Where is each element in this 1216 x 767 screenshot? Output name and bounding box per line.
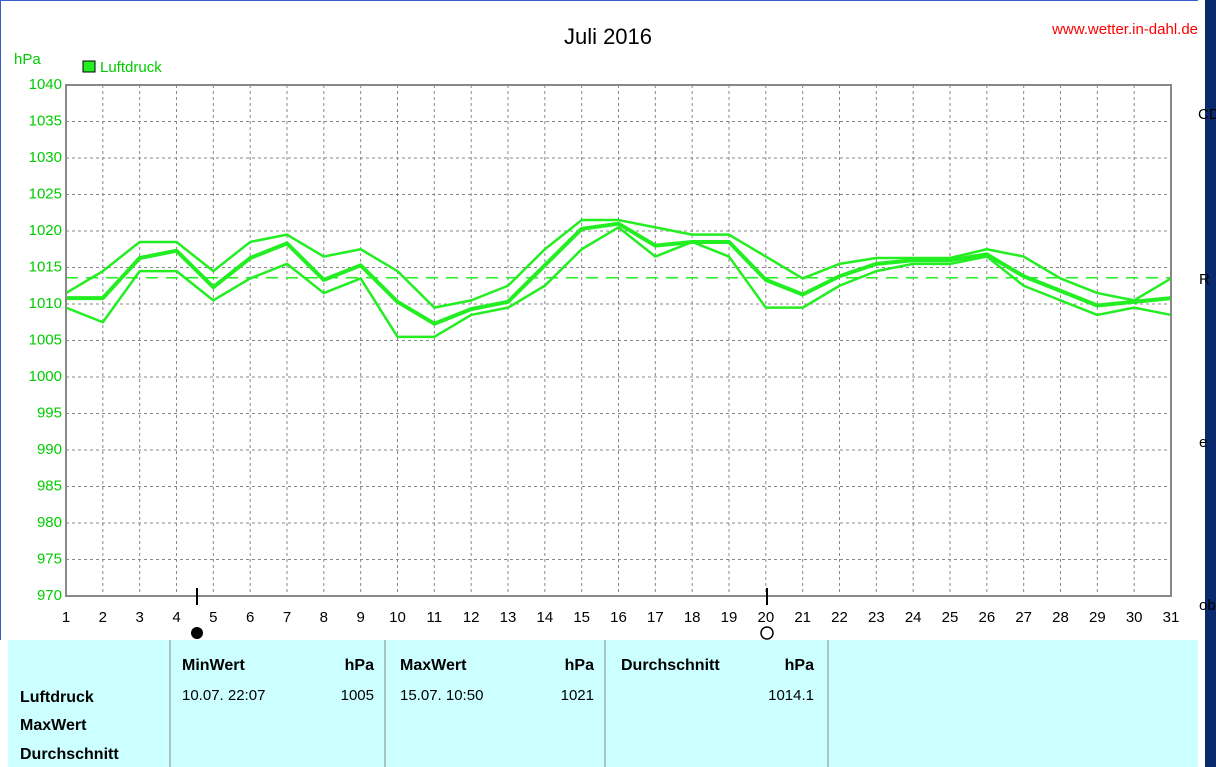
source: www.wetter.in-dahl.de	[1051, 21, 1198, 38]
side-label: e	[1199, 434, 1207, 451]
y-tick-label: 1020	[29, 222, 62, 239]
x-tick-label: 12	[463, 609, 480, 626]
y-tick-label: 980	[37, 514, 62, 531]
side-strip	[1205, 0, 1216, 767]
full-moon	[760, 626, 774, 640]
x-tick-label: 5	[209, 609, 217, 626]
x-tick-label: 10	[389, 609, 406, 626]
x-tick-label: 4	[172, 609, 180, 626]
y-axis-label: hPa	[14, 51, 41, 68]
x-tick-label: 19	[721, 609, 738, 626]
x-tick-label: 16	[610, 609, 627, 626]
x-tick-label: 23	[868, 609, 885, 626]
column-header: Durchschnitt	[621, 657, 720, 674]
x-tick-label: 29	[1089, 609, 1106, 626]
legend-swatch	[82, 60, 96, 73]
row-label: MaxWert	[20, 717, 87, 734]
column-unit: hPa	[345, 657, 374, 674]
stats-table	[8, 640, 1198, 767]
y-tick-label: 1040	[29, 76, 62, 93]
x-tick-label: 30	[1126, 609, 1143, 626]
column-unit: hPa	[565, 657, 594, 674]
x-tick-label: 2	[99, 609, 107, 626]
column-header: MaxWert	[400, 657, 467, 674]
x-tick-label: 24	[905, 609, 922, 626]
y-tick-label: 1000	[29, 368, 62, 385]
x-tick-label: 21	[794, 609, 811, 626]
new-moon	[191, 627, 203, 639]
y-tick-label: 1005	[29, 331, 62, 348]
plot: 9709759809859909951000100510101015102010…	[29, 76, 1180, 626]
x-tick-label: 3	[135, 609, 143, 626]
x-tick-label: 26	[978, 609, 995, 626]
legend-label: Luftdruck	[100, 59, 162, 76]
x-tick-label: 13	[500, 609, 517, 626]
y-tick-label: 975	[37, 550, 62, 567]
x-tick-label: 14	[536, 609, 553, 626]
x-tick-label: 7	[283, 609, 291, 626]
x-tick-label: 27	[1015, 609, 1032, 626]
x-tick-label: 22	[831, 609, 848, 626]
y-tick-label: 1010	[29, 295, 62, 312]
cell-time: 10.07. 22:07	[182, 687, 265, 704]
x-tick-label: 1	[62, 609, 70, 626]
y-tick-label: 985	[37, 477, 62, 494]
y-tick-label: 1025	[29, 185, 62, 202]
cell-time: 15.07. 10:50	[400, 687, 483, 704]
x-tick-label: 25	[942, 609, 959, 626]
x-tick-label: 11	[427, 609, 443, 626]
y-tick-label: 1030	[29, 149, 62, 166]
x-tick-label: 31	[1163, 609, 1180, 626]
series-line	[65, 218, 1172, 309]
x-tick-label: 9	[356, 609, 364, 626]
x-tick-label: 6	[246, 609, 254, 626]
row-label: Luftdruck	[20, 689, 94, 706]
side-label: CD	[1198, 106, 1216, 123]
row-label: Durchschnitt	[20, 746, 119, 763]
y-tick-label: 1035	[29, 112, 62, 129]
y-tick-label: 990	[37, 441, 62, 458]
chart-title: Juli 2016	[564, 24, 652, 49]
x-tick-label: 18	[684, 609, 701, 626]
plot-frame	[65, 84, 1172, 597]
x-tick-label: 8	[320, 609, 328, 626]
cell-value: 1014.1	[768, 687, 814, 704]
side-label: ob	[1199, 597, 1216, 614]
x-tick-label: 28	[1052, 609, 1069, 626]
y-tick-label: 995	[37, 404, 62, 421]
y-tick-label: 1015	[29, 258, 62, 275]
side-label: R	[1199, 271, 1210, 288]
y-tick-label: 970	[37, 587, 62, 604]
column-header: MinWert	[182, 657, 245, 674]
x-tick-label: 15	[573, 609, 590, 626]
x-tick-label: 17	[647, 609, 664, 626]
side-gap	[1198, 0, 1205, 767]
series-line	[66, 221, 1172, 326]
series-line	[65, 226, 1172, 339]
cell-value: 1005	[341, 687, 374, 704]
cell-value: 1021	[561, 687, 594, 704]
column-unit: hPa	[785, 657, 814, 674]
x-tick-label: 20	[757, 609, 774, 626]
